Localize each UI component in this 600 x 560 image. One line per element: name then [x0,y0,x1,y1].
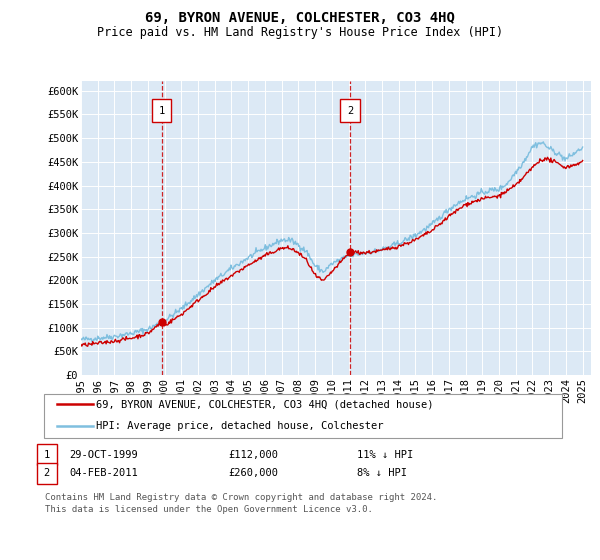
Text: 2: 2 [44,468,50,478]
Text: 1: 1 [158,106,165,115]
Text: 04-FEB-2011: 04-FEB-2011 [69,468,138,478]
Text: Contains HM Land Registry data © Crown copyright and database right 2024.: Contains HM Land Registry data © Crown c… [45,493,437,502]
Text: 2: 2 [347,106,353,115]
Text: £260,000: £260,000 [228,468,278,478]
Text: 11% ↓ HPI: 11% ↓ HPI [357,450,413,460]
Text: HPI: Average price, detached house, Colchester: HPI: Average price, detached house, Colc… [96,421,383,431]
Text: 8% ↓ HPI: 8% ↓ HPI [357,468,407,478]
Text: 29-OCT-1999: 29-OCT-1999 [69,450,138,460]
Text: Price paid vs. HM Land Registry's House Price Index (HPI): Price paid vs. HM Land Registry's House … [97,26,503,39]
Text: 69, BYRON AVENUE, COLCHESTER, CO3 4HQ (detached house): 69, BYRON AVENUE, COLCHESTER, CO3 4HQ (d… [96,399,433,409]
Text: 69, BYRON AVENUE, COLCHESTER, CO3 4HQ: 69, BYRON AVENUE, COLCHESTER, CO3 4HQ [145,12,455,26]
Text: 1: 1 [44,450,50,460]
Text: £112,000: £112,000 [228,450,278,460]
Text: This data is licensed under the Open Government Licence v3.0.: This data is licensed under the Open Gov… [45,505,373,514]
